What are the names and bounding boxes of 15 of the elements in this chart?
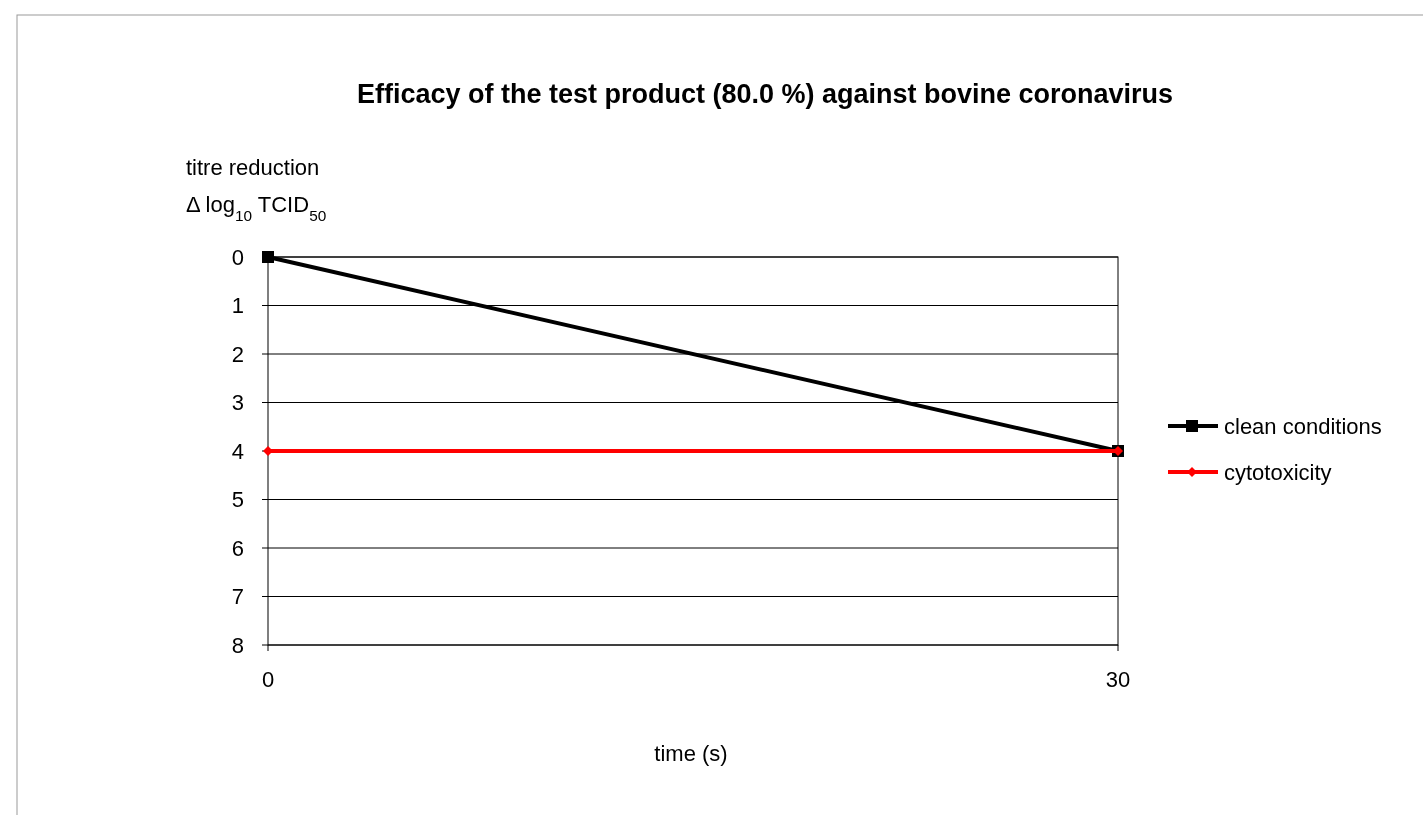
x-axis-title: time (s) — [654, 741, 728, 766]
y-tick-label: 2 — [231, 341, 244, 367]
y-tick-label: 6 — [231, 535, 244, 561]
y-tick-label: 1 — [231, 293, 244, 319]
y-tick-label: 7 — [231, 584, 244, 610]
legend-label: clean conditions — [1224, 413, 1382, 439]
legend-label: cytotoxicity — [1224, 459, 1332, 485]
y-axis-title: titre reduction Δ log$_{10}$ TCID$_{50}$ — [186, 155, 327, 224]
x-tick-label: 30 — [1105, 667, 1131, 692]
y-tick-label: 3 — [231, 390, 244, 416]
y-tick-label: 0 — [231, 244, 244, 270]
y-tick-label: 8 — [231, 632, 244, 658]
chart-title: Efficacy of the test product (80.0 %) against bovine coronavirus — [356, 79, 1174, 109]
y-tick-label: 4 — [231, 438, 244, 464]
y-tick-label: 5 — [231, 487, 244, 513]
